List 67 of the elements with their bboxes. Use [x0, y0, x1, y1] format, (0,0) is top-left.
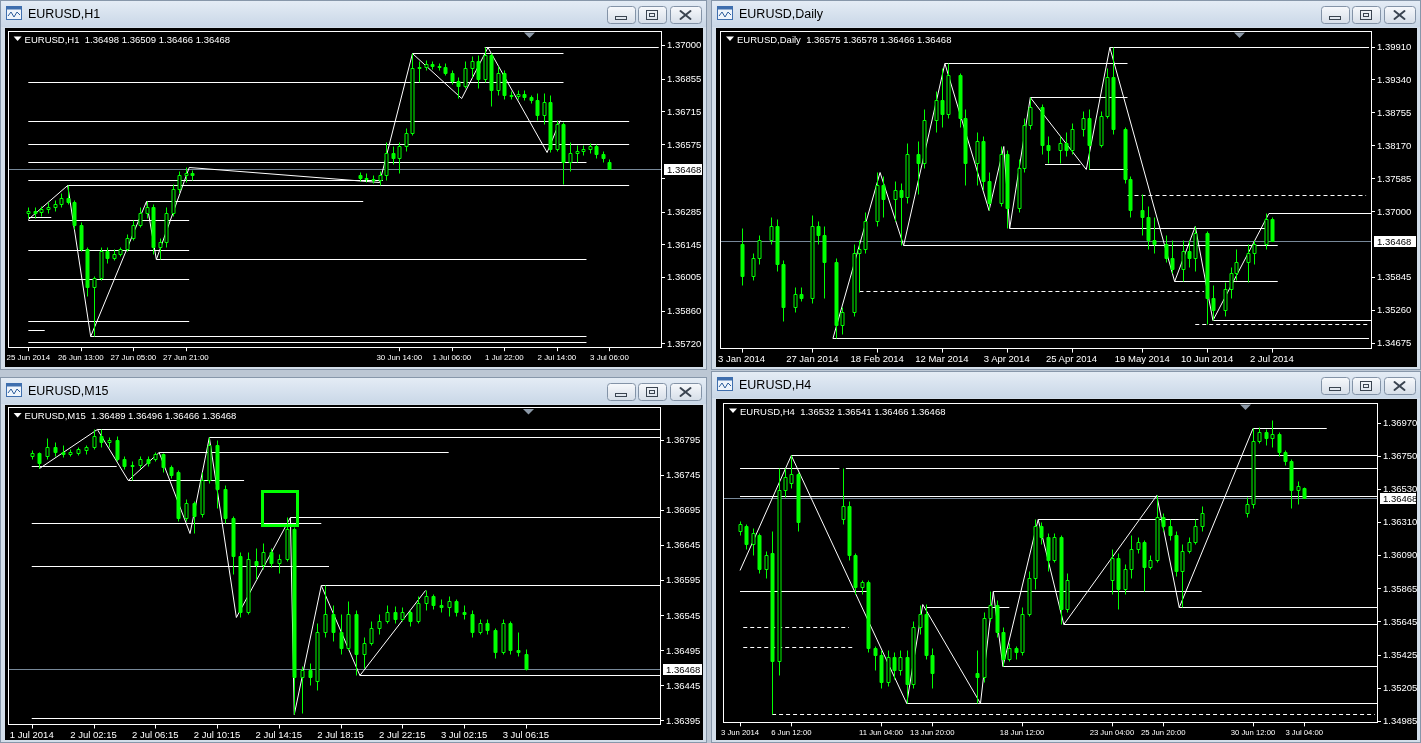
y-tick-label: 1.36695 — [666, 504, 701, 516]
chart-title: EURUSD,H1 — [28, 7, 101, 21]
y-tick-label: 1.34675 — [1377, 337, 1412, 349]
x-tick-label: 2 Jul 06:15 — [132, 729, 179, 740]
y-tick-label: 1.38170 — [1377, 139, 1412, 151]
y-tick-label: 1.35860 — [667, 305, 702, 317]
chart-subtitle: EURUSD,H4 1.36532 1.36541 1.36466 1.36468 — [740, 405, 946, 417]
y-tick-label: 1.36645 — [666, 539, 701, 551]
y-tick-label: 1.36005 — [667, 271, 702, 283]
y-tick-label: 1.36090 — [1383, 549, 1418, 561]
y-tick-label: 1.35845 — [1377, 271, 1412, 283]
x-tick-label: 2 Jul 18:15 — [317, 729, 364, 740]
y-tick-label: 1.37000 — [1377, 205, 1412, 217]
y-tick-label: 1.36545 — [666, 609, 701, 621]
y-tick-label: 1.38755 — [1377, 106, 1412, 118]
y-tick-label: 1.36145 — [667, 238, 702, 250]
x-tick-label: 18 Feb 2014 — [850, 353, 904, 365]
y-tick-label: 1.36445 — [666, 679, 701, 691]
y-tick-label: 1.37000 — [667, 39, 702, 51]
y-tick-label: 1.36395 — [666, 714, 701, 726]
y-tick-label: 1.36575 — [667, 138, 702, 150]
ref-line-label: 1.36468 — [666, 664, 701, 676]
y-tick-label: 1.36970 — [1383, 417, 1418, 429]
chart-title: EURUSD,H4 — [739, 378, 812, 392]
x-tick-label: 3 Apr 2014 — [983, 353, 1030, 365]
ref-line-label: 1.36468 — [667, 163, 702, 175]
x-tick-label: 2 Jul 22:15 — [379, 729, 426, 740]
y-tick-label: 1.35425 — [1383, 649, 1418, 661]
y-tick-label: 1.36530 — [1383, 483, 1418, 495]
y-tick-label: 1.35645 — [1383, 615, 1418, 627]
y-tick-label: 1.36285 — [667, 206, 702, 218]
x-tick-label: 2 Jul 14:15 — [255, 729, 303, 740]
y-tick-label: 1.35720 — [667, 337, 702, 349]
x-tick-label: 12 Mar 2014 — [915, 353, 969, 365]
chart-subtitle: EURUSD,H1 1.36498 1.36509 1.36466 1.36468 — [24, 33, 231, 45]
chart-subtitle: EURUSD,Daily 1.36575 1.36578 1.36466 1.36468 — [737, 33, 952, 45]
y-tick-label: 1.35260 — [1377, 304, 1412, 316]
x-tick-label: 25 Apr 2014 — [1045, 353, 1098, 365]
y-tick-label: 1.36855 — [667, 73, 702, 85]
chart-subtitle: EURUSD,M15 1.36489 1.36496 1.36466 1.36468 — [24, 410, 237, 421]
y-tick-label: 1.36310 — [1383, 516, 1418, 528]
y-tick-label: 1.35865 — [1383, 582, 1418, 594]
x-tick-label: 2 Jul 2014 — [1249, 353, 1294, 365]
x-tick-label: 3 Jul 02:15 — [440, 729, 488, 740]
y-tick-label: 1.36795 — [666, 434, 701, 446]
y-tick-label: 1.36745 — [666, 469, 701, 481]
x-tick-label: 3 Jan 2014 — [718, 353, 766, 365]
y-tick-label: 1.39910 — [1377, 41, 1412, 53]
ref-line-label: 1.36468 — [1377, 236, 1412, 248]
y-tick-label: 1.36750 — [1383, 450, 1418, 462]
y-tick-label: 1.37585 — [1377, 172, 1412, 184]
x-tick-label: 2 Jul 02:15 — [70, 729, 117, 740]
x-tick-label: 27 Jan 2014 — [786, 353, 839, 365]
y-tick-label: 1.39340 — [1377, 73, 1412, 85]
y-tick-label: 1.35205 — [1383, 682, 1418, 694]
y-tick-label: 1.36495 — [666, 644, 701, 656]
x-tick-label: 10 Jun 2014 — [1180, 353, 1234, 365]
y-tick-label: 1.36595 — [666, 574, 701, 586]
y-tick-label: 1.34985 — [1383, 715, 1418, 727]
x-tick-label: 19 May 2014 — [1114, 353, 1170, 365]
x-tick-label: 3 Jul 06:15 — [502, 729, 550, 740]
x-tick-label: 1 Jul 2014 — [9, 729, 54, 740]
x-tick-label: 2 Jul 10:15 — [193, 729, 241, 740]
chart-title: EURUSD,Daily — [739, 7, 824, 21]
ref-line-label: 1.36468 — [1383, 492, 1418, 504]
chart-title: EURUSD,M15 — [28, 384, 109, 398]
y-tick-label: 1.36715 — [667, 105, 702, 117]
